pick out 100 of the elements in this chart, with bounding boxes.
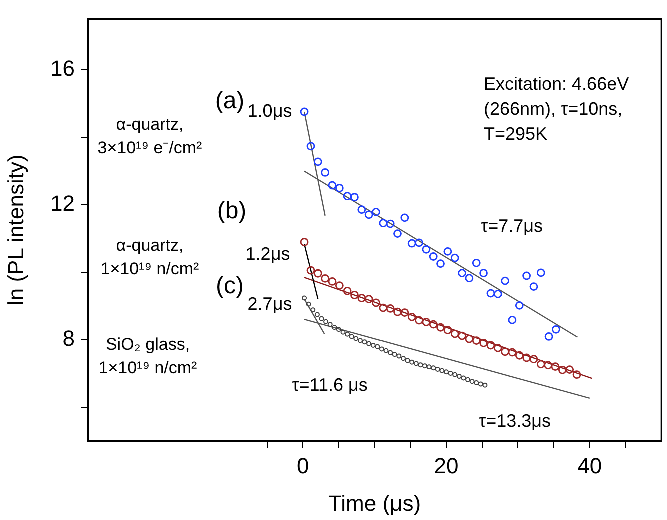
point bbox=[572, 370, 582, 380]
point bbox=[336, 327, 342, 332]
point bbox=[486, 341, 496, 350]
point bbox=[422, 245, 431, 254]
point bbox=[486, 289, 496, 298]
point bbox=[302, 296, 308, 301]
point bbox=[458, 269, 466, 278]
point bbox=[415, 316, 424, 325]
point bbox=[501, 348, 510, 356]
point bbox=[362, 340, 368, 345]
annotation: α-quartz, 1×10¹⁹ n/cm² bbox=[100, 236, 200, 279]
point bbox=[306, 302, 312, 307]
y-tick-label: 8 bbox=[62, 326, 75, 351]
point bbox=[314, 158, 322, 166]
point bbox=[480, 269, 488, 278]
point bbox=[400, 356, 406, 362]
point bbox=[422, 364, 428, 369]
point bbox=[530, 355, 538, 364]
point bbox=[436, 260, 445, 268]
point bbox=[431, 366, 436, 371]
x-tick-label: 40 bbox=[578, 453, 602, 478]
point bbox=[379, 304, 388, 312]
point bbox=[314, 312, 320, 318]
point bbox=[472, 336, 481, 345]
point bbox=[418, 362, 424, 368]
point bbox=[335, 282, 344, 290]
point bbox=[474, 380, 480, 386]
point bbox=[366, 341, 372, 346]
point bbox=[392, 352, 398, 358]
point bbox=[345, 332, 350, 337]
point bbox=[465, 334, 474, 344]
point bbox=[444, 370, 449, 375]
point bbox=[444, 247, 452, 256]
point bbox=[422, 318, 431, 326]
point bbox=[461, 376, 466, 381]
point bbox=[558, 366, 567, 374]
point bbox=[306, 142, 316, 151]
point bbox=[379, 346, 384, 352]
point bbox=[536, 268, 546, 278]
annotation: 1.0μs bbox=[248, 100, 292, 121]
point bbox=[544, 361, 553, 370]
point bbox=[414, 361, 419, 366]
point bbox=[335, 184, 344, 192]
point bbox=[410, 360, 415, 365]
y-tick-label: 16 bbox=[50, 56, 75, 81]
point bbox=[440, 368, 445, 374]
point bbox=[384, 348, 389, 354]
point bbox=[522, 354, 532, 362]
annotation: τ=11.6 μs bbox=[292, 374, 368, 395]
point bbox=[319, 316, 324, 322]
y-axis-title: ln (PL intensity) bbox=[3, 154, 28, 306]
point bbox=[448, 371, 454, 376]
point bbox=[450, 330, 460, 338]
point bbox=[544, 332, 554, 341]
point bbox=[435, 366, 440, 372]
point bbox=[300, 238, 309, 246]
point bbox=[566, 366, 574, 374]
annotation: (a) bbox=[215, 88, 245, 115]
point bbox=[354, 336, 359, 342]
point bbox=[494, 344, 502, 352]
point bbox=[456, 374, 462, 380]
x-axis-title: Time (μs) bbox=[328, 490, 422, 516]
point bbox=[328, 322, 333, 328]
point bbox=[394, 308, 402, 316]
point bbox=[328, 278, 337, 286]
point bbox=[340, 330, 346, 335]
point bbox=[536, 360, 546, 369]
point bbox=[321, 168, 330, 177]
point bbox=[466, 377, 471, 382]
point bbox=[480, 338, 488, 348]
x-tick-label: 20 bbox=[434, 453, 459, 478]
point bbox=[370, 343, 376, 348]
point bbox=[482, 382, 488, 388]
point bbox=[478, 382, 484, 387]
point bbox=[444, 326, 452, 335]
point bbox=[314, 269, 322, 278]
point bbox=[349, 334, 354, 340]
point bbox=[375, 344, 380, 350]
point bbox=[508, 316, 517, 324]
point bbox=[364, 210, 374, 220]
annotation: 2.7μs bbox=[248, 294, 292, 314]
y-tick-label: 12 bbox=[50, 190, 75, 216]
point bbox=[458, 332, 466, 340]
point bbox=[372, 298, 380, 308]
point bbox=[300, 108, 309, 116]
point bbox=[522, 272, 532, 280]
point bbox=[472, 258, 481, 268]
point bbox=[494, 290, 502, 298]
point bbox=[465, 274, 474, 283]
point bbox=[328, 181, 337, 190]
annotation: τ=7.7μs bbox=[480, 216, 544, 236]
annotation: 1.2μs bbox=[246, 244, 290, 264]
point bbox=[343, 192, 352, 201]
annotation: SiO₂ glass, 1×10¹⁹ n/cm² bbox=[98, 334, 198, 378]
point bbox=[405, 358, 410, 364]
point bbox=[551, 362, 560, 371]
point bbox=[324, 319, 329, 324]
point bbox=[470, 379, 475, 384]
point bbox=[452, 372, 458, 378]
point bbox=[310, 308, 316, 313]
